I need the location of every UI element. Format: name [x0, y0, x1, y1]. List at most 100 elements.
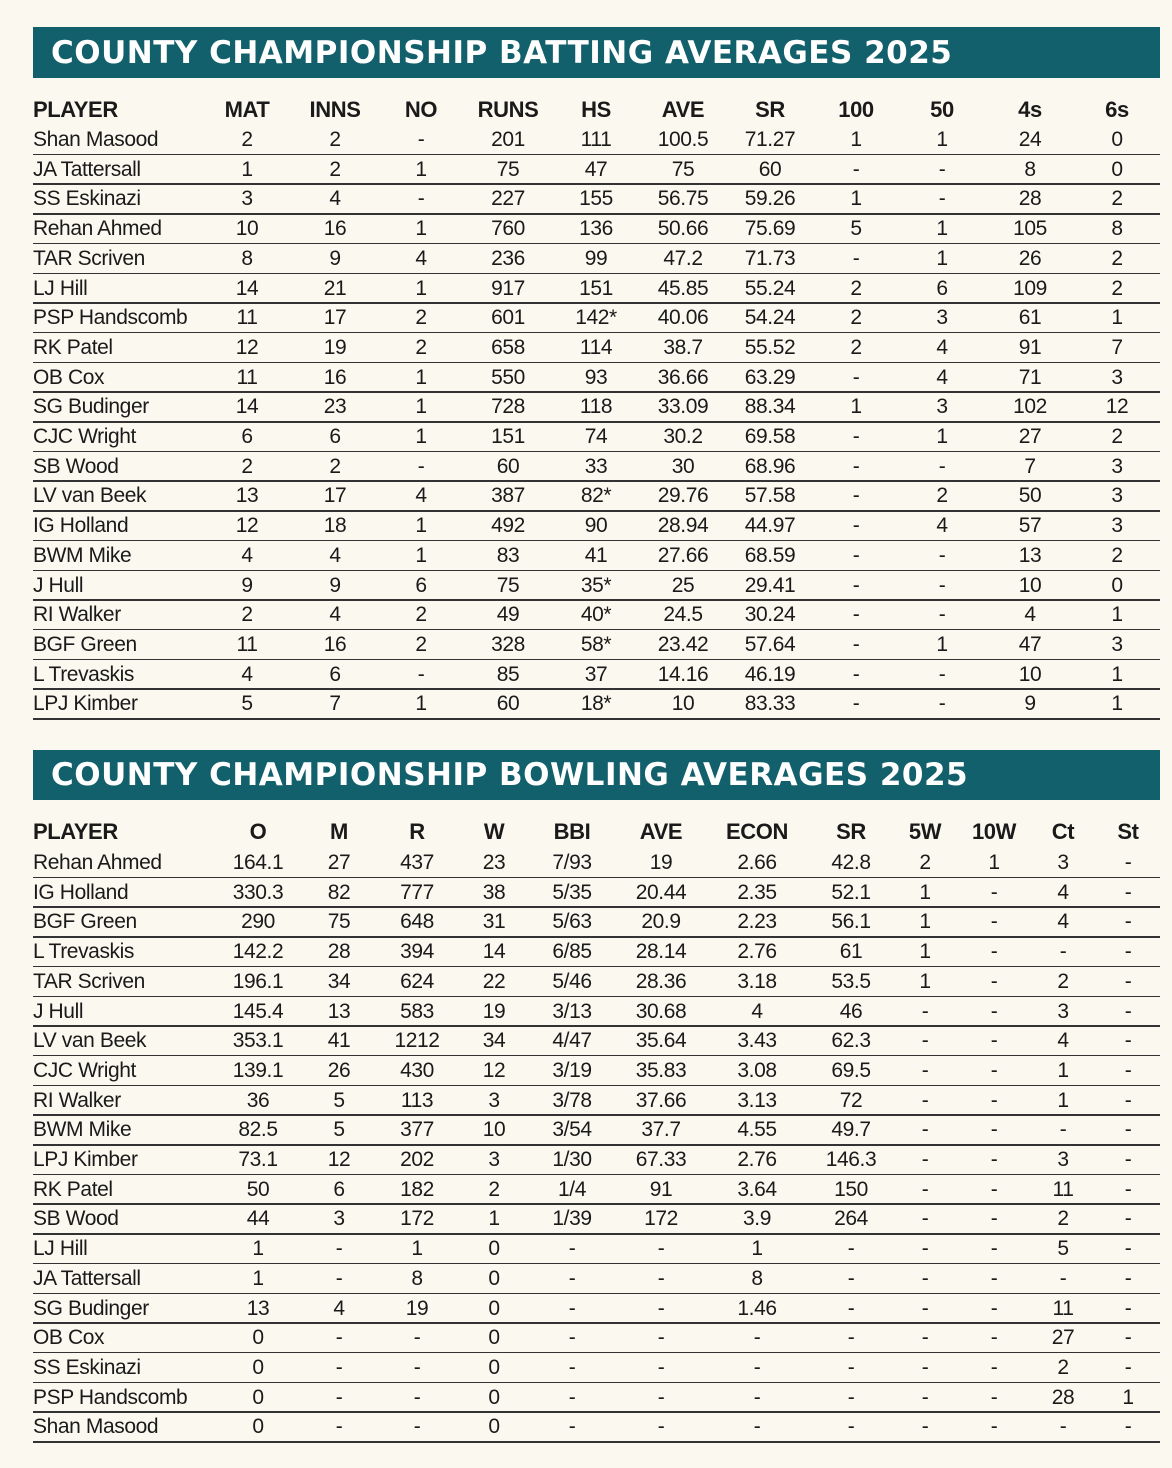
stat-cell: 7 — [1111, 335, 1123, 359]
stat-cell: 1 — [415, 514, 427, 538]
column-header: INNS — [309, 97, 361, 122]
stat-cell: 50.66 — [657, 217, 709, 241]
stat-cell: 550 — [491, 365, 525, 389]
stat-cell: 71.73 — [744, 246, 796, 270]
stat-cell: 330.3 — [232, 880, 284, 904]
player-name: J Hull — [33, 573, 84, 597]
row-rule — [33, 936, 1160, 938]
row-rule — [33, 242, 1160, 245]
stat-cell: 1 — [919, 969, 931, 993]
stat-cell: 3.9 — [743, 1207, 771, 1231]
stat-cell: - — [990, 910, 998, 934]
stat-cell: 12 — [1105, 395, 1129, 419]
stat-cell: 13 — [246, 1296, 270, 1320]
stat-cell: - — [921, 1029, 929, 1053]
stat-cell: 26 — [327, 1058, 351, 1082]
row-rule — [33, 906, 1160, 908]
column-header: AVE — [661, 97, 705, 122]
row-rule — [33, 688, 1160, 690]
stat-cell: - — [852, 573, 860, 597]
stat-cell: 151 — [491, 425, 525, 448]
stat-cell: 61 — [1018, 306, 1042, 330]
player-name: Shan Masood — [33, 128, 159, 151]
column-header: ECON — [726, 819, 788, 844]
player-name: L Trevaskis — [33, 662, 135, 686]
stat-cell: 58* — [580, 632, 612, 656]
stat-cell: 3 — [1111, 514, 1123, 538]
stat-cell: 7 — [1024, 454, 1036, 478]
stat-cell: - — [938, 692, 946, 716]
row-rule — [33, 1262, 1160, 1265]
column-header: NO — [404, 97, 438, 122]
row-rule — [33, 1322, 1160, 1324]
stat-cell: 8 — [1111, 217, 1123, 241]
stat-cell: 28 — [1051, 1385, 1075, 1409]
player-name: JA Tattersall — [33, 1266, 141, 1290]
stat-cell: 2 — [1057, 1207, 1069, 1231]
player-name: IG Holland — [33, 880, 129, 904]
stat-cell: 1 — [488, 1207, 500, 1231]
stat-cell: 5 — [850, 217, 862, 241]
stat-cell: 100.5 — [657, 128, 709, 151]
stat-cell: 75 — [327, 910, 351, 934]
stat-cell: - — [921, 1326, 929, 1350]
stat-cell: - — [852, 662, 860, 686]
stat-cell: 20.9 — [641, 910, 681, 934]
row-rule — [33, 1441, 1160, 1443]
stat-cell: 9 — [329, 246, 341, 270]
stat-cell: 2 — [850, 306, 862, 330]
row-rule — [33, 1054, 1160, 1057]
stat-cell: 14 — [235, 395, 259, 419]
stat-cell: 34 — [482, 1029, 506, 1053]
stat-cell: 1/30 — [552, 1148, 592, 1171]
stat-cell: 4 — [1024, 603, 1036, 627]
player-name: LPJ Kimber — [33, 692, 138, 716]
stat-cell: 2 — [415, 632, 427, 656]
stat-cell: - — [990, 1029, 998, 1053]
player-name: IG Holland — [33, 514, 129, 538]
stat-cell: 10 — [671, 692, 695, 716]
stat-cell: 0 — [488, 1415, 500, 1439]
stat-cell: 0 — [1111, 157, 1123, 181]
stat-cell: 9 — [241, 573, 253, 597]
stat-cell: 5/63 — [552, 910, 592, 934]
stat-cell: 4 — [415, 484, 427, 508]
stat-cell: - — [921, 1088, 929, 1112]
stat-cell: - — [938, 603, 946, 627]
stat-cell: 624 — [400, 969, 434, 993]
player-name: JA Tattersall — [33, 157, 141, 181]
player-name: LV van Beek — [33, 1029, 147, 1053]
stat-cell: 1 — [415, 692, 427, 716]
stat-cell: 2 — [241, 603, 253, 627]
stat-cell: 57.64 — [744, 632, 796, 656]
stat-cell: - — [568, 1237, 576, 1261]
stat-cell: 3.13 — [737, 1088, 777, 1112]
stat-cell: 6 — [333, 1177, 345, 1201]
stat-cell: - — [990, 1266, 998, 1290]
stat-cell: 1 — [415, 217, 427, 241]
stat-cell: 82.5 — [238, 1118, 278, 1142]
stat-cell: 30.2 — [663, 425, 703, 448]
stat-cell: 1 — [1057, 1058, 1069, 1082]
stat-cell: - — [1059, 1415, 1067, 1439]
row-rule — [33, 213, 1160, 215]
stat-cell: 2.23 — [737, 910, 777, 934]
stat-cell: 91 — [649, 1177, 673, 1201]
stat-cell: 0 — [488, 1326, 500, 1350]
stat-cell: 41 — [584, 543, 608, 567]
row-rule — [33, 272, 1160, 274]
row-rule — [33, 965, 1160, 968]
stat-cell: 44.97 — [744, 514, 796, 538]
stat-cell: - — [413, 1415, 421, 1439]
stat-cell: 60 — [758, 157, 782, 181]
stat-cell: 82 — [327, 880, 351, 904]
stat-cell: 4 — [333, 1296, 345, 1320]
stat-cell: 19 — [405, 1296, 429, 1320]
player-name: RK Patel — [33, 335, 113, 359]
player-name: BGF Green — [33, 632, 137, 656]
stat-cell: 1 — [411, 1237, 423, 1261]
stat-cell: 20.44 — [635, 880, 687, 904]
row-rule — [33, 1351, 1160, 1354]
row-rule — [33, 1084, 1160, 1087]
